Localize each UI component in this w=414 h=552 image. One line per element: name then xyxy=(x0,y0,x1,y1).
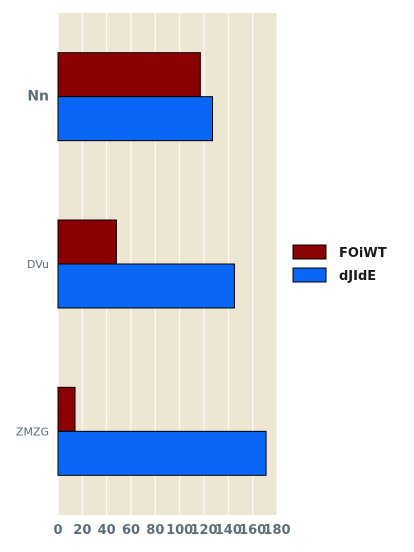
legend-label: FOiWT xyxy=(339,246,387,261)
y-category-label: Nn xyxy=(27,89,49,105)
legend-label: dJIdE xyxy=(339,269,376,284)
bar-FOiWT-ZMZG xyxy=(57,386,76,432)
legend-swatch xyxy=(292,267,327,283)
y-category-label: ZMZG xyxy=(16,425,49,438)
y-category-label: DVu xyxy=(27,258,49,271)
legend: FOiWT dJIdE xyxy=(292,244,387,284)
x-tick-label: 100 xyxy=(166,523,193,538)
legend-swatch xyxy=(292,244,327,260)
x-tick-label: 160 xyxy=(239,523,266,538)
x-tick-label: 120 xyxy=(190,523,217,538)
x-tick-label: 140 xyxy=(215,523,242,538)
y-axis-categories: Nn DVu ZMZG xyxy=(16,89,49,439)
x-tick-label: 80 xyxy=(146,523,164,538)
bar-FOiWT-DVu xyxy=(57,219,117,265)
bars xyxy=(57,52,267,476)
bar-dJIdE-DVu xyxy=(57,263,235,309)
bar-FOiWT-Nn xyxy=(57,52,201,98)
x-tick-label: 0 xyxy=(53,523,62,538)
x-tick-label: 180 xyxy=(263,523,290,538)
x-tick-label: 40 xyxy=(98,523,116,538)
x-tick-label: 60 xyxy=(122,523,140,538)
bar-dJIdE-Nn xyxy=(57,96,214,142)
bar-dJIdE-ZMZG xyxy=(57,430,267,476)
x-tick-label: 20 xyxy=(73,523,91,538)
